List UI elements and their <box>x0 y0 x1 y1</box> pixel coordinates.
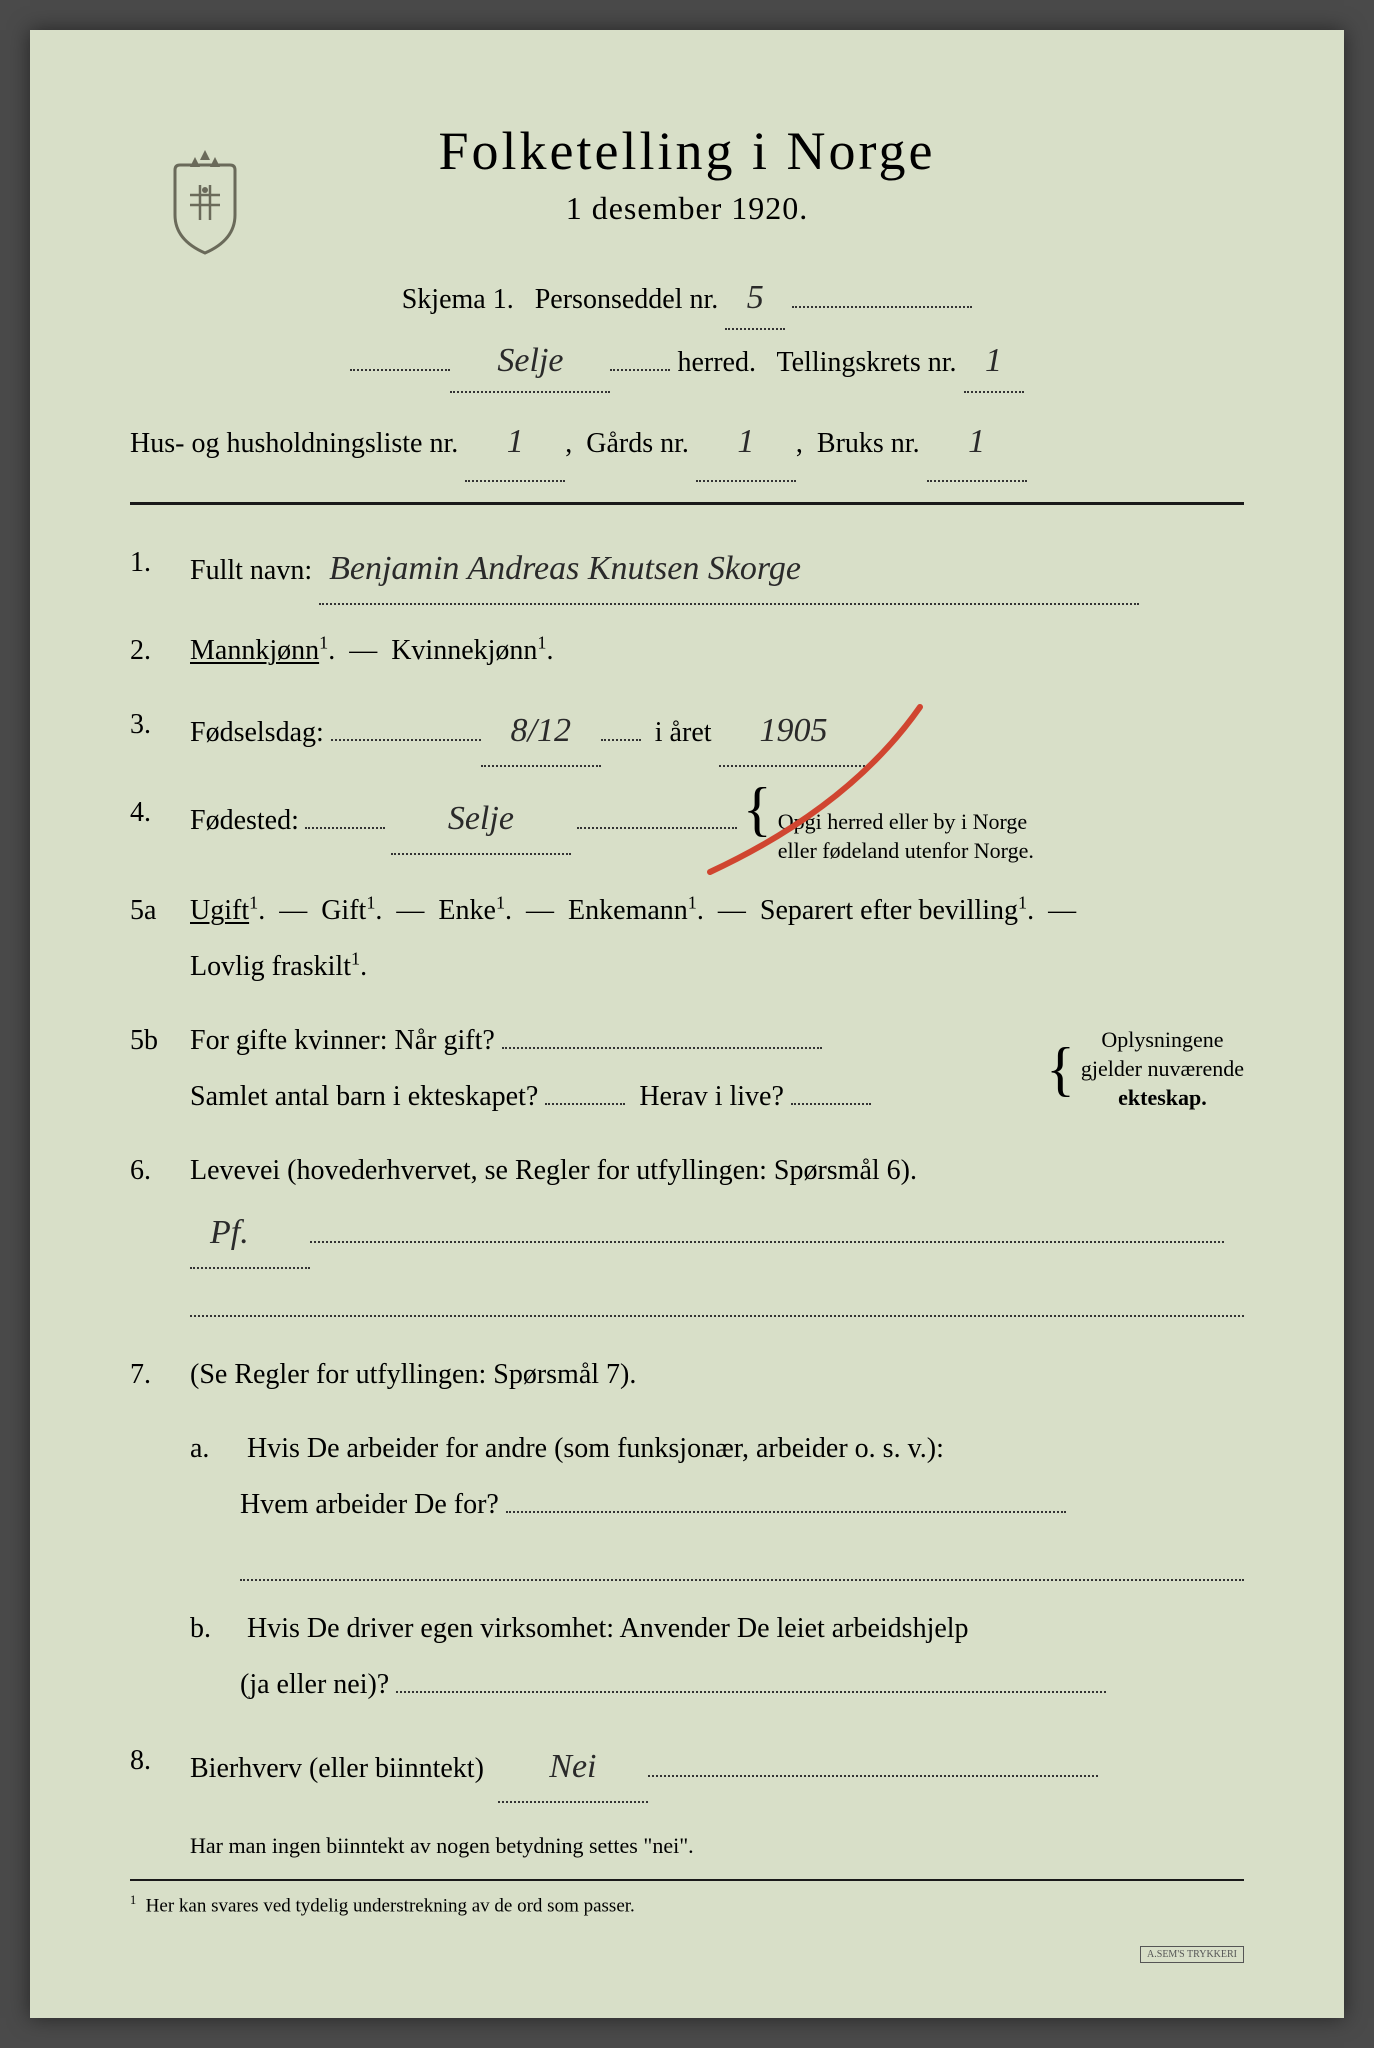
tellingskrets-nr: 1 <box>964 330 1024 393</box>
q5b-note2: gjelder nuværende <box>1081 1056 1244 1081</box>
q5a-separert: Separert efter bevilling <box>760 895 1018 926</box>
q2-sup2: 1 <box>537 633 546 653</box>
q5a-fraskilt: Lovlig fraskilt <box>190 951 351 982</box>
q2-sup1: 1 <box>319 633 328 653</box>
q6-label: Levevei (hovederhvervet, se Regler for u… <box>190 1155 917 1186</box>
q4-num: 4. <box>130 785 190 865</box>
printer-mark: A.SEM'S TRYKKERI <box>1140 1946 1244 1963</box>
herred-label: herred. <box>677 347 756 378</box>
divider-bottom <box>130 1879 1244 1881</box>
q5b-note3: ekteskap. <box>1118 1085 1207 1110</box>
q5a-gift: Gift <box>321 895 366 926</box>
footnote-num: 1 <box>130 1893 136 1907</box>
husliste-line: Hus- og husholdningsliste nr. 1, Gårds n… <box>130 405 1244 482</box>
footnote: 1 Her kan svares ved tydelig understrekn… <box>130 1893 1244 1917</box>
q4-note1: Opgi herred eller by i Norge <box>778 809 1027 834</box>
question-1: 1. Fullt navn: Benjamin Andreas Knutsen … <box>130 535 1244 605</box>
q5b-line1: For gifte kvinner: Når gift? <box>190 1025 495 1056</box>
coat-of-arms-icon <box>160 145 250 255</box>
question-5b: 5b For gifte kvinner: Når gift? Samlet a… <box>130 1013 1244 1125</box>
q7a-letter: a. <box>190 1421 240 1477</box>
tellingskrets-label: Tellingskrets nr. <box>776 347 956 378</box>
q2-kvinne: Kvinnekjønn <box>391 635 537 666</box>
title-date: 1 desember 1920. <box>130 190 1244 227</box>
q5b-num: 5b <box>130 1013 190 1125</box>
census-form-page: Folketelling i Norge 1 desember 1920. Sk… <box>30 30 1344 2018</box>
q7b-line2: (ja eller nei)? <box>240 1669 389 1700</box>
q7a-line1: Hvis De arbeider for andre (som funksjon… <box>247 1433 944 1464</box>
q5b-gift-year <box>502 1047 822 1049</box>
q6-num: 6. <box>130 1143 190 1317</box>
q8-num: 8. <box>130 1733 190 1803</box>
husliste-nr: 1 <box>465 405 565 482</box>
q6-fill <box>190 1277 1244 1317</box>
q4-note2: eller fødeland utenfor Norge. <box>778 838 1034 863</box>
question-8: 8. Bierhverv (eller biinntekt) Nei <box>130 1733 1244 1803</box>
question-4: 4. Fødested: Selje { Opgi herred eller b… <box>130 785 1244 865</box>
q7a-fill <box>240 1541 1244 1581</box>
personseddel-nr: 5 <box>725 267 785 330</box>
personseddel-label: Personseddel nr. <box>535 284 719 315</box>
brace-icon: { <box>743 785 772 833</box>
q3-num: 3. <box>130 697 190 767</box>
q6-value: Pf. <box>190 1199 310 1269</box>
blank-after-nr <box>792 306 972 308</box>
q8-label: Bierhverv (eller biinntekt) <box>190 1753 484 1784</box>
main-title: Folketelling i Norge <box>130 120 1244 182</box>
subheader: Skjema 1. Personseddel nr. 5 Selje herre… <box>130 267 1244 393</box>
q5a-num: 5a <box>130 883 190 995</box>
q5a-enke: Enke <box>438 895 496 926</box>
question-2: 2. Mannkjønn1. — Kvinnekjønn1. <box>130 623 1244 679</box>
herred-blank-before <box>350 369 450 371</box>
question-5a: 5a Ugift1. — Gift1. — Enke1. — Enkemann1… <box>130 883 1244 995</box>
form-label: Skjema 1. <box>402 284 514 315</box>
q4-note: Opgi herred eller by i Norge eller fødel… <box>778 808 1034 865</box>
question-7a: a. Hvis De arbeider for andre (som funks… <box>190 1421 1244 1581</box>
brace-icon-2: { <box>1046 1045 1075 1093</box>
q1-num: 1. <box>130 535 190 605</box>
q5a-ugift: Ugift <box>190 895 249 926</box>
footer-note: Har man ingen biinntekt av nogen betydni… <box>190 1833 1244 1859</box>
q8-value: Nei <box>498 1733 648 1803</box>
gardsnr-label: Gårds nr. <box>586 428 689 459</box>
q5a-enkemann: Enkemann <box>568 895 688 926</box>
question-7b: b. Hvis De driver egen virksomhet: Anven… <box>190 1601 1244 1713</box>
q5b-line2a: Samlet antal barn i ekteskapet? <box>190 1081 538 1112</box>
q7b-line1: Hvis De driver egen virksomhet: Anvender… <box>247 1613 969 1644</box>
q5b-barn <box>545 1103 625 1105</box>
q7a-line2: Hvem arbeider De for? <box>240 1489 499 1520</box>
q3-day: 8/12 <box>481 697 601 767</box>
q3-label: Fødselsdag: <box>190 717 324 748</box>
question-7: 7. (Se Regler for utfyllingen: Spørsmål … <box>130 1347 1244 1403</box>
q7-label: (Se Regler for utfyllingen: Spørsmål 7). <box>190 1359 636 1390</box>
q2-mann: Mannkjønn <box>190 635 319 666</box>
q1-value: Benjamin Andreas Knutsen Skorge <box>319 535 1139 605</box>
divider-top <box>130 502 1244 505</box>
q5b-line2b: Herav i live? <box>639 1081 784 1112</box>
question-3: 3. Fødselsdag: 8/12 i året 1905 <box>130 697 1244 767</box>
q1-label: Fullt navn: <box>190 555 312 586</box>
q3-year-label: i året <box>655 717 712 748</box>
herred-value: Selje <box>450 330 610 393</box>
q4-value: Selje <box>391 785 571 855</box>
q4-label: Fødested: <box>190 793 299 849</box>
q7a-value <box>506 1511 1066 1513</box>
husliste-label: Hus- og husholdningsliste nr. <box>130 428 458 459</box>
q2-num: 2. <box>130 623 190 679</box>
footnote-text: Her kan svares ved tydelig understreknin… <box>146 1896 635 1917</box>
q7b-letter: b. <box>190 1601 240 1657</box>
bruksnr-value: 1 <box>927 405 1027 482</box>
gardsnr-value: 1 <box>696 405 796 482</box>
q3-year: 1905 <box>719 697 869 767</box>
q7b-value <box>396 1691 1106 1693</box>
herred-blank-after <box>610 369 670 371</box>
header: Folketelling i Norge 1 desember 1920. <box>130 120 1244 227</box>
bruksnr-label: Bruks nr. <box>817 428 920 459</box>
q7-num: 7. <box>130 1347 190 1403</box>
q5b-note: Oplysningene gjelder nuværende ekteskap. <box>1081 1026 1244 1112</box>
question-6: 6. Levevei (hovederhvervet, se Regler fo… <box>130 1143 1244 1317</box>
q5b-note1: Oplysningene <box>1101 1027 1223 1052</box>
q5b-live <box>791 1103 871 1105</box>
